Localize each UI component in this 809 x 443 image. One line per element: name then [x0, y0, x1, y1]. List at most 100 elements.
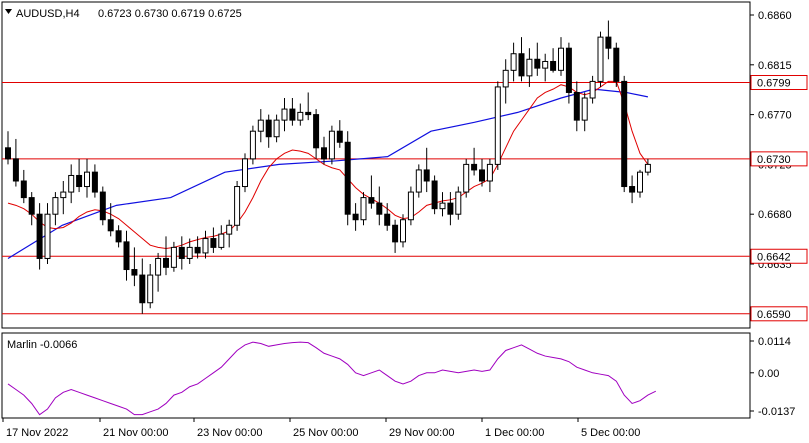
price-tick-label: 0.6680 — [758, 209, 792, 221]
candle-bearish[interactable] — [471, 163, 478, 171]
candle-bearish[interactable] — [139, 274, 146, 304]
time-tick-label: 1 Dec 00:00 — [485, 427, 544, 439]
candle-bearish[interactable] — [91, 171, 98, 193]
candle-bearish[interactable] — [613, 47, 620, 82]
candle-bullish[interactable] — [257, 119, 264, 132]
candle-bearish[interactable] — [194, 246, 201, 254]
candle-bullish[interactable] — [597, 36, 604, 82]
candle-bearish[interactable] — [629, 186, 636, 193]
candle-bearish[interactable] — [447, 202, 454, 215]
candle-bearish[interactable] — [305, 111, 312, 116]
candle-bearish[interactable] — [352, 213, 359, 221]
candle-bearish[interactable] — [76, 174, 83, 188]
candle-bullish[interactable] — [455, 191, 462, 215]
candle-bullish[interactable] — [84, 171, 90, 188]
candle-bearish[interactable] — [289, 108, 296, 121]
time-tick-label: 17 Nov 2022 — [6, 427, 68, 439]
candle-bullish[interactable] — [52, 197, 59, 215]
candle-bullish[interactable] — [558, 47, 564, 71]
candle-bullish[interactable] — [510, 53, 517, 71]
candle-bearish[interactable] — [313, 114, 320, 149]
candle-bullish[interactable] — [297, 111, 304, 121]
candle-bullish[interactable] — [44, 213, 51, 259]
candle-bearish[interactable] — [573, 91, 580, 121]
candle-bullish[interactable] — [218, 233, 225, 248]
candle-bullish[interactable] — [502, 69, 509, 88]
candle-bullish[interactable] — [249, 130, 256, 160]
candle-bullish[interactable] — [463, 163, 470, 193]
candle-bearish[interactable] — [163, 257, 169, 268]
candle-bearish[interactable] — [423, 169, 430, 182]
candle-bullish[interactable] — [170, 246, 177, 268]
candle-bullish[interactable] — [439, 202, 446, 210]
candle-bearish[interactable] — [534, 58, 541, 69]
candle-bullish[interactable] — [328, 130, 335, 160]
candle-bearish[interactable] — [28, 197, 35, 215]
candle-bullish[interactable] — [360, 197, 367, 221]
candle-bearish[interactable] — [384, 213, 391, 226]
candle-bearish[interactable] — [621, 80, 628, 188]
candle-bearish[interactable] — [518, 53, 525, 77]
candle-bullish[interactable] — [486, 163, 493, 182]
candle-bullish[interactable] — [273, 119, 280, 138]
candle-bullish[interactable] — [186, 246, 193, 259]
candle-bullish[interactable] — [526, 58, 533, 77]
candle-bullish[interactable] — [589, 80, 596, 99]
candle-bearish[interactable] — [210, 238, 217, 248]
candle-bullish[interactable] — [415, 169, 422, 193]
time-tick-label: 25 Nov 00:00 — [293, 427, 358, 439]
candle-bullish[interactable] — [407, 191, 414, 221]
candle-bearish[interactable] — [392, 224, 399, 243]
candle-bearish[interactable] — [107, 219, 114, 232]
level-price-badge — [750, 75, 808, 91]
candle-bearish[interactable] — [99, 191, 106, 221]
candle-bearish[interactable] — [20, 180, 27, 199]
time-tick-label: 29 Nov 00:00 — [389, 427, 454, 439]
indicator-frame[interactable] — [1, 332, 751, 419]
candle-bullish[interactable] — [147, 274, 154, 304]
candle-bullish[interactable] — [226, 224, 233, 235]
dropdown-arrow-icon[interactable] — [5, 9, 12, 14]
marlin-oscillator-line — [7, 341, 657, 416]
candle-bullish[interactable] — [60, 191, 67, 199]
candle-bullish[interactable] — [494, 86, 501, 165]
candle-bullish[interactable] — [281, 108, 288, 121]
candle-bullish[interactable] — [542, 60, 549, 69]
candle-bearish[interactable] — [368, 197, 375, 204]
level-price-badge — [750, 248, 808, 264]
candle-bullish[interactable] — [155, 257, 162, 276]
candle-bullish[interactable] — [637, 171, 643, 193]
candle-bullish[interactable] — [68, 174, 75, 193]
level-price-label: 0.6799 — [757, 78, 791, 90]
candle-bearish[interactable] — [178, 246, 185, 259]
candle-bearish[interactable] — [550, 60, 557, 71]
candle-bearish[interactable] — [5, 147, 11, 160]
moving-average-slow-line — [7, 88, 649, 259]
candle-bearish[interactable] — [131, 269, 138, 276]
candle-bearish[interactable] — [344, 141, 351, 215]
candle-bullish[interactable] — [644, 163, 651, 173]
candle-bearish[interactable] — [321, 147, 327, 160]
candle-bearish[interactable] — [265, 119, 272, 138]
candle-bearish[interactable] — [479, 169, 485, 182]
level-price-label: 0.6590 — [757, 309, 791, 321]
candle-bearish[interactable] — [36, 213, 43, 259]
level-price-label: 0.6730 — [757, 154, 791, 166]
candle-bullish[interactable] — [581, 97, 588, 121]
candle-bearish[interactable] — [336, 130, 343, 143]
candle-bearish[interactable] — [123, 241, 130, 271]
candle-bearish[interactable] — [376, 202, 383, 215]
candle-bearish[interactable] — [605, 36, 612, 49]
candle-bearish[interactable] — [431, 180, 438, 210]
candle-bearish[interactable] — [12, 158, 19, 182]
candle-bullish[interactable] — [202, 238, 209, 254]
candle-bullish[interactable] — [400, 219, 406, 243]
candle-bearish[interactable] — [565, 47, 572, 93]
main-chart-frame[interactable] — [1, 1, 751, 329]
candle-bullish[interactable] — [242, 158, 248, 188]
ohlc-values: 0.6723 0.6730 0.6719 0.6725 — [98, 8, 242, 20]
candle-bullish[interactable] — [234, 186, 241, 226]
price-tick-label: 0.6770 — [758, 110, 792, 122]
candle-bearish[interactable] — [115, 230, 122, 243]
